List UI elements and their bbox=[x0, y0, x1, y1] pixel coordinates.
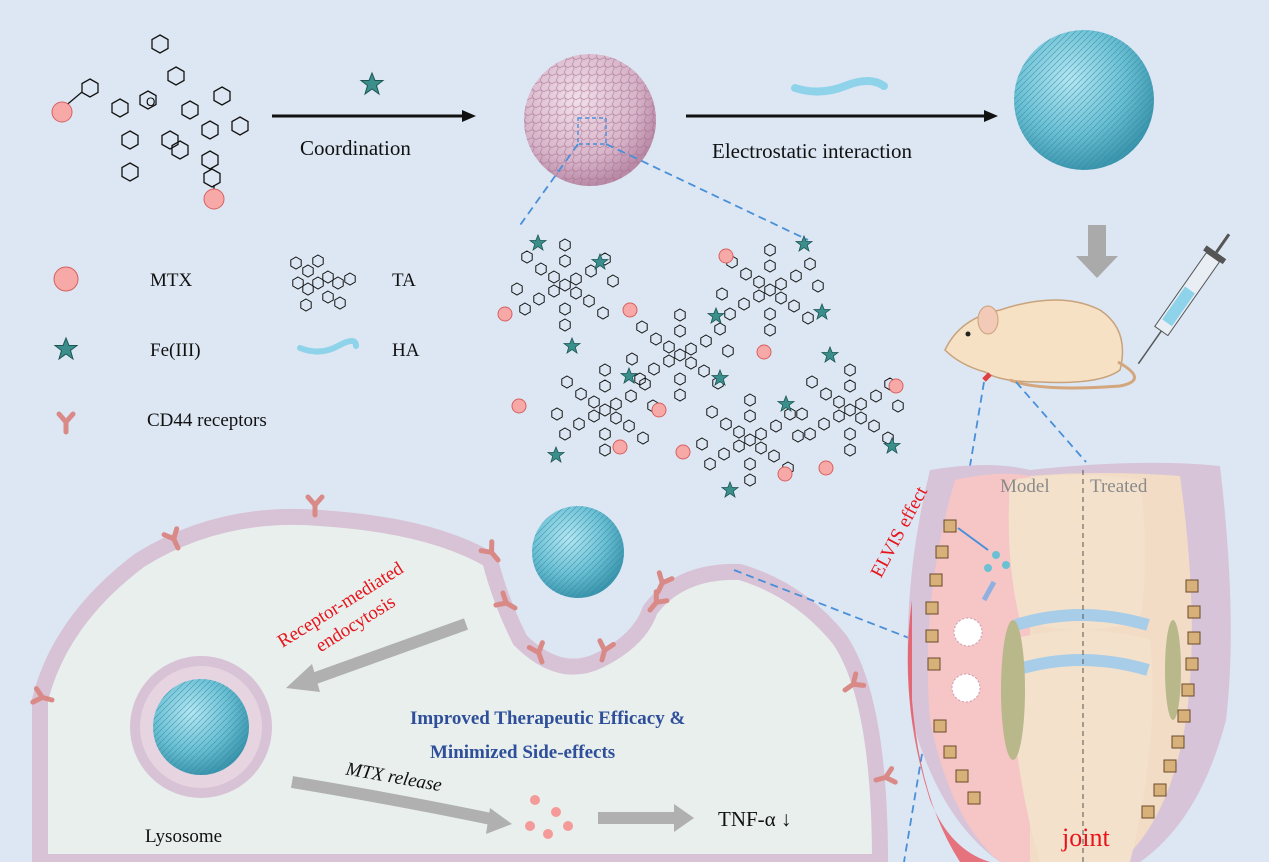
ha-coated-nanoparticle bbox=[1014, 30, 1154, 170]
endocytosis-arrow bbox=[286, 618, 469, 692]
released-mtx bbox=[525, 795, 573, 839]
coordination-label: Coordination bbox=[300, 136, 411, 160]
legend-ta: TA bbox=[392, 270, 416, 291]
model-label: Model bbox=[1000, 476, 1050, 497]
joint-illustration bbox=[907, 462, 1231, 862]
electrostatic-arrow bbox=[686, 110, 998, 122]
legend: MTX TA Fe(III) HA CD44 receptors bbox=[53, 255, 420, 432]
joint-label: joint bbox=[1061, 823, 1110, 852]
mouse-illustration bbox=[944, 299, 1136, 390]
treated-label: Treated bbox=[1090, 476, 1148, 497]
fe-star-icon bbox=[360, 72, 384, 95]
ta-legend-icon bbox=[291, 255, 355, 311]
down-arrow bbox=[1076, 225, 1118, 278]
coordination-arrow bbox=[272, 110, 476, 122]
mtx-legend-icon bbox=[53, 266, 79, 292]
ta-fe-network bbox=[497, 234, 904, 498]
tnf-arrow bbox=[598, 804, 694, 832]
ta-mtx-molecule: O bbox=[51, 34, 249, 210]
fe-legend-icon bbox=[54, 337, 78, 360]
mtx-dot-icon bbox=[203, 188, 225, 210]
legend-ha: HA bbox=[392, 340, 420, 361]
syringe-icon bbox=[1137, 233, 1231, 365]
ta-fe-nanoparticle bbox=[524, 54, 656, 186]
legend-fe: Fe(III) bbox=[150, 340, 201, 361]
approaching-nanoparticle bbox=[532, 506, 624, 598]
ha-legend-icon bbox=[297, 338, 359, 355]
electrostatic-label: Electrostatic interaction bbox=[712, 139, 912, 163]
lysosome-label: Lysosome bbox=[145, 826, 222, 847]
svg-text:O: O bbox=[146, 95, 155, 109]
efficacy-line-1: Improved Therapeutic Efficacy & bbox=[410, 708, 685, 729]
legend-cd44: CD44 receptors bbox=[147, 410, 267, 431]
mtx-dot-icon bbox=[51, 101, 73, 123]
mtx-release-arrow bbox=[291, 776, 498, 826]
tnf-label: TNF-α ↓ bbox=[718, 807, 791, 831]
efficacy-line-2: Minimized Side-effects bbox=[430, 742, 615, 763]
cd44-legend-icon bbox=[59, 414, 73, 432]
legend-mtx: MTX bbox=[150, 270, 193, 291]
lysosome bbox=[130, 656, 272, 798]
ha-strand-icon bbox=[791, 77, 888, 96]
